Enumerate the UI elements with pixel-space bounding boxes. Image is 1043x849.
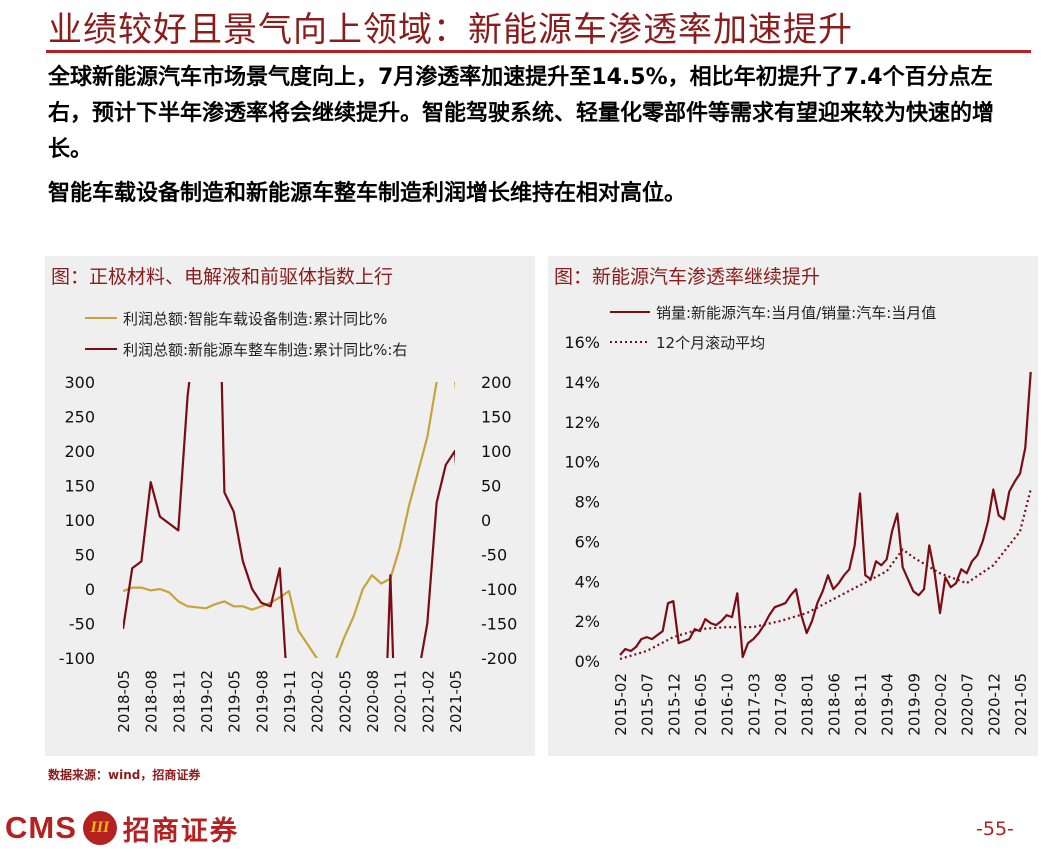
- y-tick-label-left: 250: [64, 408, 95, 427]
- y-tick-label: 2%: [575, 612, 600, 631]
- x-tick-label: 2020-11: [392, 670, 410, 733]
- x-tick-label: 2020-05: [336, 670, 354, 733]
- x-tick-label: 2020-08: [364, 670, 382, 733]
- y-tick-label-right: 100: [481, 442, 512, 461]
- y-tick-label: 8%: [575, 493, 600, 512]
- series-line-rolling-average: [619, 489, 1032, 661]
- logo-cms-text: CMS: [5, 810, 77, 845]
- company-logo: CMS III 招商证券: [5, 808, 239, 848]
- x-tick-label: 2018-01: [799, 673, 817, 736]
- x-tick-label: 2018-06: [825, 673, 843, 736]
- x-tick-label: 2020-12: [985, 673, 1003, 736]
- y-tick-label-left: 200: [64, 442, 95, 461]
- y-tick-label: 16%: [564, 333, 600, 352]
- legend-label: 利润总额:新能源车整车制造:累计同比%:右: [123, 341, 407, 359]
- series-line-smart-device: [123, 382, 455, 658]
- x-tick-label: 2019-11: [281, 670, 299, 733]
- y-tick-label: 4%: [575, 572, 600, 591]
- legend-label: 销量:新能源汽车:当月值/销量:汽车:当月值: [656, 304, 936, 322]
- x-tick-label: 2018-11: [170, 670, 188, 733]
- y-tick-label-right: 50: [481, 477, 501, 496]
- summary-paragraph: 全球新能源汽车市场景气度向上，7月渗透率加速提升至14.5%，相比年初提升了7.…: [48, 65, 995, 162]
- page-title: 业绩较好且景气向上领域：新能源车渗透率加速提升: [48, 10, 853, 50]
- y-tick-label-left: -50: [69, 615, 95, 634]
- x-tick-label: 2016-10: [719, 673, 737, 736]
- x-tick-label: 2019-02: [198, 670, 216, 733]
- y-tick-label-left: 0: [85, 580, 95, 599]
- series-line-nev-vehicle: [123, 382, 455, 658]
- x-tick-label: 2019-08: [253, 670, 271, 733]
- y-tick-label-left: 300: [64, 373, 95, 392]
- left-chart-panel: 图：正极材料、电解液和前驱体指数上行 利润总额:智能车载设备制造:累计同比% 利润…: [45, 256, 535, 756]
- x-tick-label: 2019-09: [905, 673, 923, 736]
- legend-label: 12个月滚动平均: [656, 334, 765, 352]
- x-tick-label: 2018-05: [115, 670, 133, 733]
- x-tick-label: 2015-07: [639, 673, 657, 736]
- y-tick-label-right: -50: [481, 546, 507, 565]
- logo-company-name: 招商证券: [122, 815, 239, 847]
- y-tick-label-right: 200: [481, 373, 512, 392]
- legend-label: 利润总额:智能车载设备制造:累计同比%: [123, 310, 387, 328]
- x-tick-label: 2019-05: [226, 670, 244, 733]
- nev-penetration-chart: 销量:新能源汽车:当月值/销量:汽车:当月值 12个月滚动平均 0% 2% 4% 6% 8%…: [564, 304, 1032, 736]
- x-tick-label: 2020-07: [959, 673, 977, 736]
- y-tick-label-right: -150: [481, 615, 517, 634]
- title-divider: [46, 50, 1031, 53]
- profit-growth-chart: 利润总额:智能车载设备制造:累计同比% 利润总额:新能源车整车制造:累计同比%:右…: [59, 310, 518, 733]
- right-chart-panel: 图：新能源汽车渗透率继续提升 销量:新能源汽车:当月值/销量:汽车:当月值 12个…: [548, 256, 1038, 756]
- y-tick-label-left: -100: [59, 649, 95, 668]
- left-chart-title: 图：正极材料、电解液和前驱体指数上行: [51, 266, 394, 288]
- y-tick-label: 12%: [564, 413, 600, 432]
- right-chart-title: 图：新能源汽车渗透率继续提升: [554, 266, 821, 288]
- x-tick-label: 2017-03: [745, 673, 763, 736]
- x-tick-label: 2021-05: [447, 670, 465, 733]
- summary-paragraph: 智能车载设备制造和新能源车整车制造利润增长维持在相对高位。: [48, 181, 687, 206]
- x-tick-label: 2016-05: [692, 673, 710, 736]
- y-tick-label-right: -200: [481, 649, 517, 668]
- x-tick-label: 2018-11: [852, 673, 870, 736]
- y-tick-label-right: 150: [481, 408, 512, 427]
- series-line-penetration: [619, 371, 1032, 659]
- y-tick-label-right: 0: [481, 511, 491, 530]
- x-tick-label: 2017-08: [772, 673, 790, 736]
- y-tick-label-left: 50: [75, 546, 95, 565]
- y-tick-label: 14%: [564, 373, 600, 392]
- data-source-note: 数据来源：wind，招商证券: [48, 768, 201, 782]
- x-tick-label: 2015-02: [612, 673, 630, 736]
- y-tick-label: 6%: [575, 532, 600, 551]
- y-tick-label-left: 150: [64, 477, 95, 496]
- x-tick-label: 2018-08: [143, 670, 161, 733]
- y-tick-label-right: -100: [481, 580, 517, 599]
- x-tick-label: 2020-02: [932, 673, 950, 736]
- x-tick-label: 2015-12: [665, 673, 683, 736]
- y-tick-label: 10%: [564, 453, 600, 472]
- logo-emblem-icon: III: [82, 811, 117, 845]
- x-tick-label: 2020-02: [309, 670, 327, 733]
- y-tick-label-left: 100: [64, 511, 95, 530]
- x-tick-label: 2021-02: [419, 670, 437, 733]
- y-tick-label: 0%: [575, 652, 600, 671]
- x-tick-label: 2021-05: [1012, 673, 1030, 736]
- x-tick-label: 2019-04: [879, 673, 897, 736]
- page-number: -55-: [976, 818, 1014, 840]
